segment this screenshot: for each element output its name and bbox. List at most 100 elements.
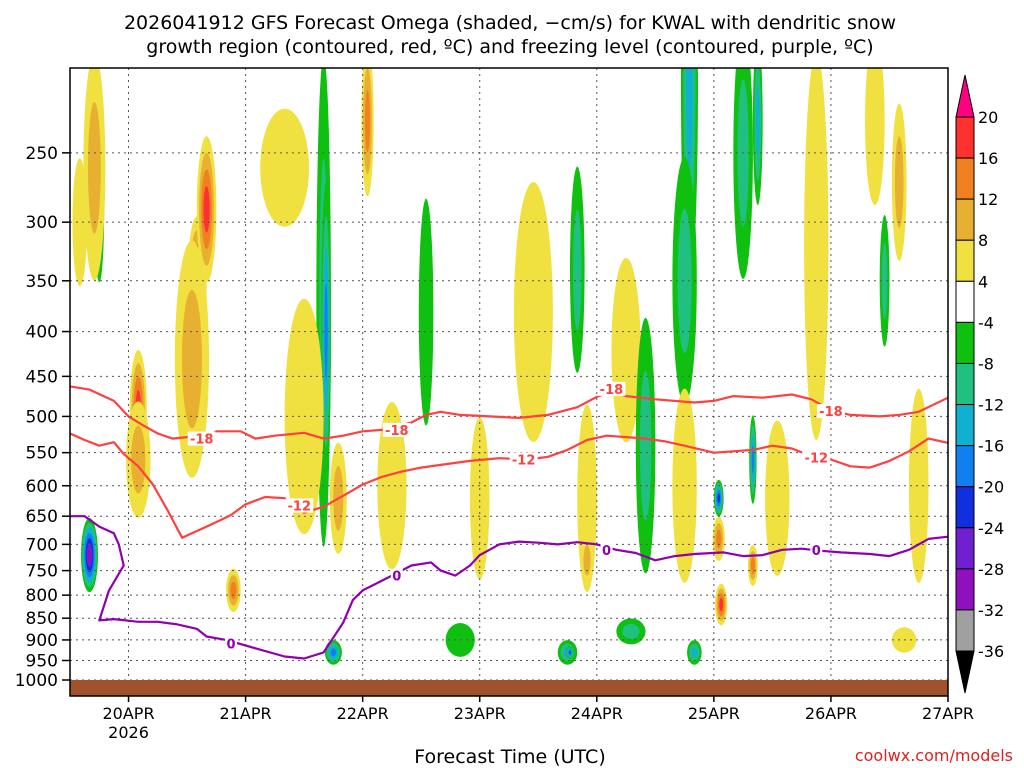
omega-cell-17 (418, 198, 434, 426)
omega-level--20 (569, 650, 571, 655)
omega-level--28 (87, 548, 92, 563)
ytick-label-900: 900 (26, 631, 58, 651)
colorbar-band--16 (955, 445, 975, 488)
omega-level-12 (230, 581, 237, 600)
colorbar-band--20 (955, 486, 975, 529)
xtick-label-25APR: 25APR (688, 704, 740, 723)
omega-cell-45 (635, 317, 656, 574)
contour-label-0-0: 0 (226, 637, 235, 652)
colorbar-label-20: 20 (978, 108, 998, 127)
contour-label--12-1: -12 (512, 454, 536, 469)
omega-level-16 (719, 597, 724, 612)
omega-level--16 (751, 445, 755, 474)
contour-line--12-1 (70, 432, 948, 539)
colorbar-label-8: 8 (978, 231, 988, 250)
omega-level-4 (765, 420, 790, 576)
contour-label-bg-0-0 (224, 636, 237, 651)
omega-cell-9 (226, 568, 241, 613)
omega-shading (72, 68, 929, 665)
omega-cell-35 (749, 415, 757, 504)
omega-level-8 (894, 136, 904, 228)
colorbar-label-12: 12 (978, 190, 998, 209)
omega-cell-11 (321, 181, 331, 482)
colorbar-label--4: -4 (978, 313, 994, 332)
omega-level-8 (583, 545, 591, 576)
omega-cell-3 (72, 158, 88, 287)
xtick-sublabel-20APR: 2026 (108, 723, 149, 742)
colorbar-band--4 (955, 321, 975, 364)
ytick-label-950: 950 (26, 651, 58, 671)
omega-level--4 (418, 198, 434, 426)
ytick-label-750: 750 (26, 562, 58, 582)
omega-cell-38 (804, 68, 829, 440)
plot-area: -18 -18 -18 -18 -12 -12 -12 0 0 0 0 (70, 68, 948, 696)
omega-level--8 (639, 371, 652, 521)
omega-cell-36 (747, 544, 758, 587)
colorbar-label--32: -32 (978, 601, 1004, 620)
contour-label--18-1: -18 (385, 424, 409, 439)
colorbar-label--20: -20 (978, 478, 1004, 497)
plot-background (70, 68, 948, 696)
colorbar-band--28 (955, 568, 975, 611)
omega-level-4 (804, 68, 829, 440)
colorbar-band--8 (955, 362, 975, 406)
colorbar-label--16: -16 (978, 437, 1004, 456)
omega-level-4 (469, 417, 490, 580)
ytick-label-400: 400 (26, 323, 58, 343)
ytick-label-700: 700 (26, 535, 58, 555)
omega-level--12 (685, 68, 693, 168)
omega-level--8 (622, 623, 640, 639)
omega-cell-41 (879, 214, 890, 347)
contour-label--18-2: -18 (600, 383, 624, 398)
temperature-contours: -18 -18 -18 -18 -12 -12 -12 0 0 0 0 (70, 381, 948, 660)
omega-cell-19 (513, 182, 553, 442)
ytick-label-450: 450 (26, 367, 58, 387)
contour-label--18-3: -18 (819, 405, 843, 420)
omega-cell-24 (566, 646, 574, 659)
ytick-label-800: 800 (26, 586, 58, 606)
omega-cell-32 (687, 640, 702, 665)
x-axis-label: Forecast Time (UTC) (414, 746, 605, 768)
omega-cell-28 (672, 388, 697, 583)
ytick-label-350: 350 (26, 272, 58, 292)
colorbar-band-4 (955, 280, 975, 323)
contour-label-bg--12-1 (509, 452, 538, 467)
colorbar-band-8 (955, 239, 975, 282)
omega-level--16 (330, 648, 337, 657)
ytick-label-650: 650 (26, 507, 58, 527)
omega-cell-27 (672, 157, 697, 405)
colorbar-band--24 (955, 527, 975, 570)
omega-level-12 (716, 529, 722, 549)
omega-cell-39 (865, 68, 885, 206)
omega-cell-15 (324, 640, 342, 665)
contour-label-0-2: 0 (602, 544, 611, 559)
omega-level-8 (131, 425, 146, 494)
ytick-label-500: 500 (26, 407, 58, 427)
omega-level-8 (181, 289, 202, 429)
omega-level--20 (717, 493, 721, 504)
colorbar-label--28: -28 (978, 560, 1004, 579)
omega-level--8 (677, 208, 692, 353)
omega-level-4 (865, 68, 885, 206)
colorbar: 20 16 12 8 4 -4 -8 -12 -16 -20 -24 -28 -32 -36 (955, 74, 1004, 694)
omega-cell-5 (126, 401, 151, 518)
xtick-label-21APR: 21APR (220, 704, 272, 723)
contour-label--12-2: -12 (805, 451, 829, 466)
contour-label-bg--12-0 (285, 498, 314, 513)
omega-cell-34 (752, 68, 763, 206)
plot-frame (69, 67, 949, 697)
omega-level-12 (750, 557, 755, 575)
omega-cell-30 (715, 583, 728, 626)
omega-cell-46 (469, 417, 490, 580)
xtick-label-22APR: 22APR (337, 704, 389, 723)
omega-level-4 (908, 388, 929, 583)
xtick-label-20APR: 20APR (102, 704, 154, 723)
omega-cell-42 (908, 388, 929, 583)
contour-label--12-0: -12 (288, 500, 312, 515)
omega-level--8 (881, 242, 888, 320)
colorbar-band-16 (955, 157, 975, 200)
contour-label-bg--18-0 (187, 431, 216, 446)
colorbar-band--32 (955, 609, 975, 652)
